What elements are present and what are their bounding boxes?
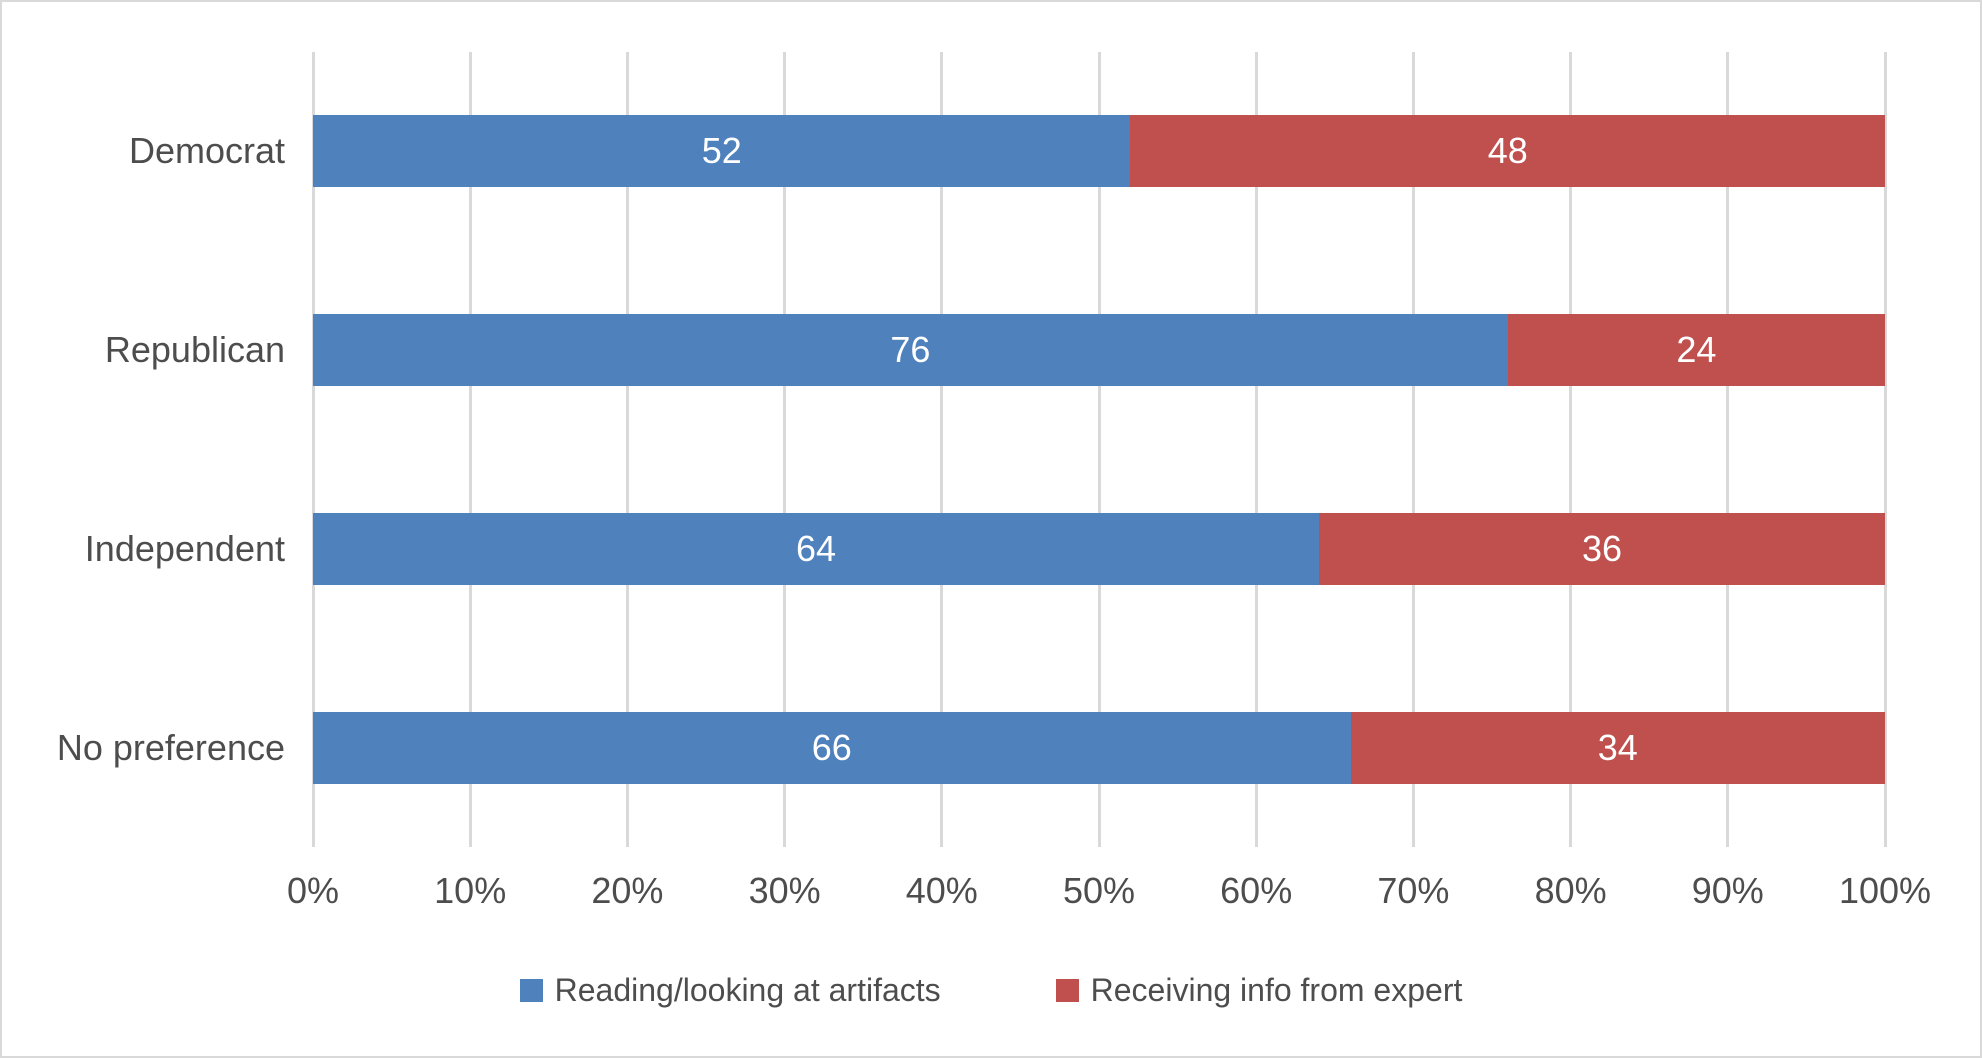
bar-value-label: 52 [701, 130, 742, 172]
bar-value-label: 34 [1597, 726, 1638, 768]
category-label: No preference [56, 726, 285, 768]
x-axis-tick-label: 50% [1062, 870, 1136, 911]
legend-label: Reading/looking at artifacts [554, 971, 941, 1008]
gridline [1726, 52, 1730, 847]
gridline [468, 52, 472, 847]
x-axis-tick-label: 0% [286, 870, 340, 911]
bar-segment-reading: 52 [313, 115, 1131, 188]
x-axis-tick-label: 40% [905, 870, 978, 911]
x-axis-tick-label: 20% [591, 870, 664, 911]
bar-value-label: 48 [1487, 130, 1528, 172]
category-label: Democrat [128, 130, 285, 172]
x-axis-tick-label: 30% [748, 870, 821, 911]
bar-segment-expert: 48 [1130, 115, 1885, 188]
bar-value-label: 76 [890, 329, 931, 371]
bar-row: 66 34 [313, 711, 1885, 784]
bar-value-label: 66 [811, 726, 852, 768]
bar-value-label: 24 [1676, 329, 1717, 371]
x-axis-tick-label: 70% [1377, 870, 1450, 911]
x-axis-tick-label: 10% [434, 870, 507, 911]
bar-row: 76 24 [313, 314, 1885, 387]
bar-segment-expert: 34 [1350, 711, 1885, 784]
gridline [1254, 52, 1258, 847]
gridline [625, 52, 629, 847]
legend-item: Reading/looking at artifacts [519, 971, 941, 1009]
legend-swatch [519, 978, 543, 1002]
category-label: Independent [84, 527, 285, 569]
x-axis-tick-label: 60% [1220, 870, 1293, 911]
bar-row: 64 36 [313, 512, 1885, 585]
bar-segment-reading: 64 [313, 512, 1320, 585]
x-axis-ticks: 0% 10% 20% 30% 40% 50% 60% 70% 80% 90% 100% [287, 870, 1931, 920]
bar-value-label: 64 [796, 527, 837, 569]
legend-label: Receiving info from expert [1090, 971, 1463, 1008]
gridline [311, 52, 315, 847]
legend-swatch [1055, 978, 1079, 1002]
category-axis: Democrat Republican Independent No preferen… [2, 52, 285, 847]
bar-row: 52 48 [313, 115, 1885, 188]
gridline [1097, 52, 1101, 847]
x-axis-tick-label: 80% [1534, 870, 1607, 911]
gridline [940, 52, 944, 847]
bar-segment-expert: 36 [1319, 512, 1885, 585]
gridline [1883, 52, 1887, 847]
bar-value-label: 36 [1582, 527, 1623, 569]
bar-segment-reading: 66 [313, 711, 1351, 784]
gridline [1569, 52, 1573, 847]
legend: Reading/looking at artifacts Receiving in… [2, 960, 1980, 1020]
x-axis-tick-label: 90% [1691, 870, 1764, 911]
gridline [1411, 52, 1415, 847]
legend-item: Receiving info from expert [1055, 971, 1463, 1009]
x-axis-tick-label: 100% [1838, 870, 1932, 911]
bar-segment-expert: 24 [1507, 314, 1885, 387]
category-label: Republican [104, 329, 285, 371]
plot-area: 52 48 76 24 64 36 66 34 [311, 52, 1887, 847]
bar-segment-reading: 76 [313, 314, 1508, 387]
gridline [783, 52, 787, 847]
